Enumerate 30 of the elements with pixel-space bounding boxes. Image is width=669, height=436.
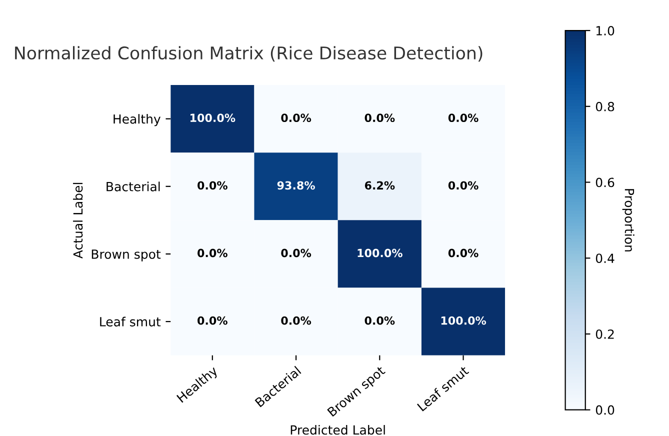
data-label: 0.0% [198, 248, 228, 258]
data-label: 0.0% [448, 181, 478, 190]
data-label: 93.8% [277, 181, 315, 190]
data-label: 0.0% [364, 114, 395, 122]
data-label: 0.0% [448, 248, 478, 258]
data-label: 100.0% [441, 316, 486, 325]
y-tick-label: Brown spot [92, 250, 161, 262]
color-bar-title: Proportion [622, 189, 634, 252]
y-tick-label: Leaf smut [100, 316, 161, 326]
x-axis-title: Predicted Label [290, 425, 385, 435]
data-label: 0.0% [281, 248, 312, 258]
color-bar-label: 0.8 [596, 102, 614, 112]
color-bar-label: 0.4 [596, 254, 614, 264]
data-label: 0.0% [364, 316, 395, 325]
chart-title: Normalized Confusion Matrix (Rice Disease Detection) [15, 46, 482, 62]
y-tick-label: Bacterial [106, 182, 160, 192]
y-tick-label: Healthy [114, 114, 160, 126]
data-label: 100.0% [358, 248, 402, 258]
color-bar-label: 0.0 [596, 405, 614, 415]
data-label: 0.0% [281, 114, 312, 122]
data-label: 0.0% [198, 181, 228, 190]
data-label: 0.0% [198, 316, 228, 325]
color-bar-label: 0.6 [596, 178, 614, 188]
data-label: 100.0% [190, 114, 236, 122]
data-label: 0.0% [281, 316, 312, 325]
y-axis-title: Actual Label [73, 182, 83, 259]
color-bar-label: 1.0 [596, 26, 614, 36]
data-label: 0.0% [448, 114, 478, 122]
data-label: 6.2% [364, 181, 395, 190]
color-bar-label: 0.2 [596, 329, 614, 339]
